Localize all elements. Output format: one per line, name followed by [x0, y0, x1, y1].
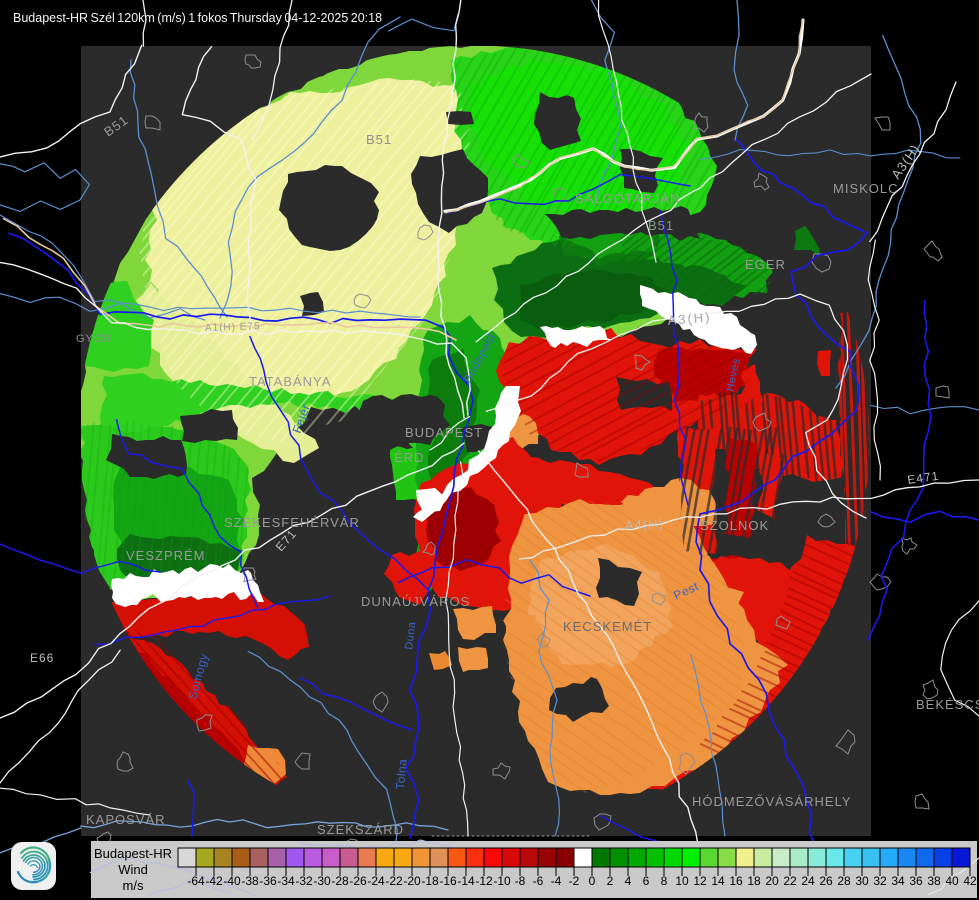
- svg-text:TATABÁNYA: TATABÁNYA: [249, 374, 331, 389]
- svg-text:HÓDMEZŐVÁSÁRHELY: HÓDMEZŐVÁSÁRHELY: [692, 794, 852, 809]
- svg-text:-24: -24: [367, 874, 385, 888]
- svg-text:42: 42: [963, 874, 977, 888]
- svg-text:BÉKÉSCSAB: BÉKÉSCSAB: [916, 697, 979, 712]
- svg-text:MISKOLC: MISKOLC: [833, 181, 899, 196]
- svg-text:-18: -18: [421, 874, 439, 888]
- svg-text:KECSKEMÉT: KECSKEMÉT: [563, 619, 652, 634]
- svg-text:SZÉKESFEHÉRVÁR: SZÉKESFEHÉRVÁR: [224, 515, 360, 530]
- svg-text:A4(H): A4(H): [624, 516, 664, 533]
- svg-text:-4: -4: [551, 874, 562, 888]
- svg-text:-28: -28: [331, 874, 349, 888]
- svg-text:Tolna: Tolna: [393, 758, 410, 790]
- svg-text:B51: B51: [648, 218, 674, 233]
- svg-text:4: 4: [625, 874, 632, 888]
- svg-text:-26: -26: [349, 874, 367, 888]
- svg-text:-36: -36: [259, 874, 277, 888]
- svg-text:B51: B51: [366, 132, 392, 147]
- svg-text:8: 8: [661, 874, 668, 888]
- svg-text:Budapest-HR Szél 120km (m/s) 1: Budapest-HR Szél 120km (m/s) 1 fokos Thu…: [13, 11, 382, 25]
- svg-text:-20: -20: [403, 874, 421, 888]
- svg-text:36: 36: [909, 874, 923, 888]
- svg-text:38: 38: [927, 874, 941, 888]
- svg-text:6: 6: [643, 874, 650, 888]
- svg-text:12: 12: [693, 874, 707, 888]
- svg-text:Budapest-HR: Budapest-HR: [94, 846, 172, 861]
- svg-text:0: 0: [589, 874, 596, 888]
- svg-text:VESZPRÉM: VESZPRÉM: [126, 548, 206, 563]
- svg-text:-6: -6: [533, 874, 544, 888]
- svg-text:-10: -10: [493, 874, 511, 888]
- svg-text:-38: -38: [241, 874, 259, 888]
- svg-text:Duna: Duna: [403, 620, 418, 650]
- svg-text:SZEKSZÁRD: SZEKSZÁRD: [317, 822, 404, 837]
- svg-text:-40: -40: [223, 874, 241, 888]
- svg-text:A1(H) E75: A1(H) E75: [205, 321, 261, 334]
- svg-text:SZOLNOK: SZOLNOK: [700, 518, 769, 533]
- svg-text:E471: E471: [906, 469, 940, 487]
- svg-text:26: 26: [819, 874, 833, 888]
- svg-text:Wind: Wind: [118, 862, 148, 877]
- svg-text:A3(H): A3(H): [667, 309, 712, 328]
- svg-text:-22: -22: [385, 874, 403, 888]
- svg-text:DUNAÚJVÁROS: DUNAÚJVÁROS: [361, 594, 470, 609]
- svg-text:m/s: m/s: [123, 878, 144, 893]
- svg-text:16: 16: [729, 874, 743, 888]
- svg-text:2: 2: [607, 874, 614, 888]
- svg-text:BUDAPEST: BUDAPEST: [405, 425, 483, 440]
- svg-text:-14: -14: [457, 874, 475, 888]
- svg-text:18: 18: [747, 874, 761, 888]
- svg-text:ÉRD: ÉRD: [394, 450, 424, 465]
- svg-text:EGER: EGER: [745, 257, 786, 272]
- svg-text:34: 34: [891, 874, 905, 888]
- svg-text:40: 40: [945, 874, 959, 888]
- svg-text:E66: E66: [30, 651, 54, 665]
- svg-text:20: 20: [765, 874, 779, 888]
- svg-text:32: 32: [873, 874, 887, 888]
- svg-text:SALGÓTARJÁN: SALGÓTARJÁN: [575, 191, 680, 206]
- svg-text:-16: -16: [439, 874, 457, 888]
- svg-text:30: 30: [855, 874, 869, 888]
- svg-text:-8: -8: [515, 874, 526, 888]
- svg-text:10: 10: [675, 874, 689, 888]
- svg-text:-30: -30: [313, 874, 331, 888]
- svg-text:-12: -12: [475, 874, 493, 888]
- svg-text:28: 28: [837, 874, 851, 888]
- svg-text:-32: -32: [295, 874, 313, 888]
- svg-text:-34: -34: [277, 874, 295, 888]
- svg-text:24: 24: [801, 874, 815, 888]
- svg-text:22: 22: [783, 874, 797, 888]
- svg-text:-64: -64: [187, 874, 205, 888]
- svg-text:-42: -42: [205, 874, 223, 888]
- svg-text:-2: -2: [569, 874, 580, 888]
- svg-text:KAPOSVÁR: KAPOSVÁR: [86, 812, 166, 827]
- svg-text:14: 14: [711, 874, 725, 888]
- svg-text:GYŐR: GYŐR: [76, 331, 112, 345]
